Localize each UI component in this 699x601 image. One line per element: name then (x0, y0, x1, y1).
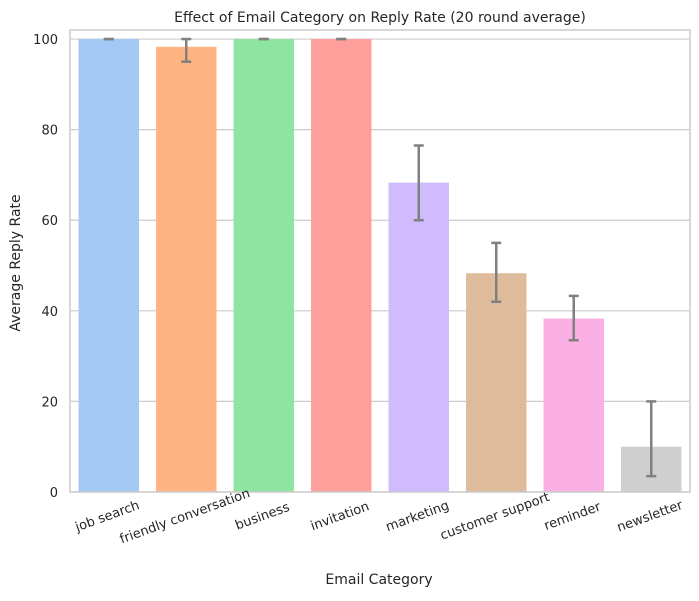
bar-customer-support (466, 273, 527, 492)
x-tick-label: friendly conversation (118, 486, 252, 547)
x-tick-label: reminder (542, 499, 603, 534)
y-tick-label: 80 (41, 124, 58, 139)
y-tick-label: 20 (41, 395, 58, 410)
bars-layer (78, 39, 682, 493)
y-tick-label: 60 (41, 214, 58, 229)
bar-business (233, 39, 294, 492)
x-tick-label: business (233, 500, 292, 534)
bar-reminder (543, 318, 604, 492)
x-axis-title: Email Category (325, 572, 432, 588)
plot-frame (69, 29, 691, 493)
bar-marketing (388, 182, 449, 492)
x-tick-label: customer support (438, 490, 551, 544)
bar-invitation (311, 39, 372, 492)
plot-border (69, 29, 691, 493)
y-tick-label: 0 (50, 486, 58, 501)
bar-job-search (78, 39, 139, 492)
y-tick-label: 100 (33, 33, 58, 48)
error-bars-layer (103, 37, 657, 478)
bar-friendly-conversation (156, 46, 217, 493)
x-tick-label: invitation (309, 499, 372, 534)
chart-title: Effect of Email Category on Reply Rate (… (174, 10, 586, 26)
x-tick-label: newsletter (615, 498, 685, 536)
y-tick-label: 40 (41, 305, 58, 320)
y-axis-title: Average Reply Rate (8, 194, 24, 331)
